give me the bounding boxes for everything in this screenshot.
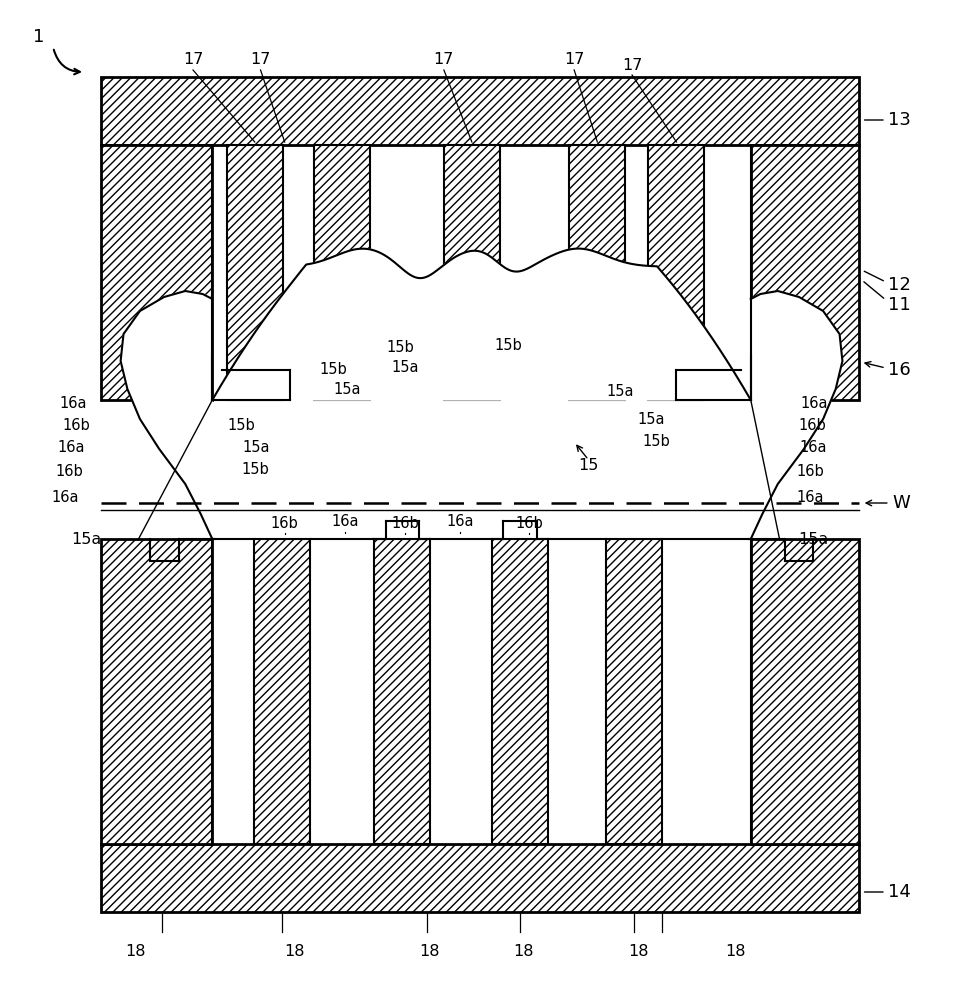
Text: 15b: 15b [319, 362, 346, 377]
Text: 15a: 15a [71, 532, 102, 548]
Text: 16a: 16a [447, 514, 474, 530]
Text: 17: 17 [433, 52, 455, 68]
Bar [314, 145, 370, 400]
Text: 15b: 15b [228, 418, 255, 432]
Text: 15a: 15a [798, 532, 829, 548]
Text: 15a: 15a [334, 382, 361, 397]
Bar [101, 77, 859, 145]
Text: 17: 17 [250, 52, 271, 68]
Text: 17: 17 [621, 57, 643, 73]
Text: 16b: 16b [392, 516, 419, 532]
Text: 16a: 16a [52, 489, 79, 504]
Text: 16a: 16a [800, 440, 827, 456]
Text: 15b: 15b [242, 462, 269, 478]
Text: 16b: 16b [63, 418, 90, 434]
Polygon shape [751, 291, 842, 539]
Bar [569, 145, 625, 400]
Bar [492, 539, 548, 844]
Text: 16a: 16a [60, 396, 87, 412]
Text: 11: 11 [888, 296, 911, 314]
Bar [374, 539, 430, 844]
Bar [444, 145, 500, 400]
Text: 18: 18 [513, 944, 535, 960]
Text: 15b: 15b [387, 340, 414, 356]
Bar [101, 539, 212, 844]
Text: 1: 1 [33, 28, 44, 46]
Bar [648, 145, 704, 400]
Text: 16b: 16b [515, 516, 542, 532]
Text: 18: 18 [284, 944, 305, 960]
Text: 16b: 16b [799, 418, 826, 434]
Text: 13: 13 [888, 111, 911, 129]
Text: 17: 17 [564, 52, 585, 68]
Text: 16: 16 [888, 361, 911, 379]
Text: 14: 14 [888, 883, 911, 901]
Text: 16a: 16a [801, 396, 828, 412]
Text: 16b: 16b [797, 464, 824, 480]
Text: 16a: 16a [797, 489, 824, 504]
Text: 15a: 15a [242, 440, 269, 456]
Text: 15a: 15a [392, 360, 419, 375]
Bar [606, 539, 662, 844]
Text: 16b: 16b [271, 516, 298, 532]
Bar [751, 145, 859, 400]
Text: 17: 17 [182, 52, 204, 68]
Polygon shape [121, 291, 212, 539]
Bar [101, 844, 859, 912]
Text: 18: 18 [419, 944, 440, 960]
Text: 15b: 15b [643, 434, 670, 450]
Text: W: W [893, 494, 910, 512]
Text: 15a: 15a [607, 384, 634, 399]
Bar [751, 539, 859, 844]
Text: 18: 18 [628, 944, 649, 960]
Bar [101, 145, 212, 400]
Text: 16a: 16a [332, 514, 359, 530]
Text: 18: 18 [124, 944, 146, 960]
Polygon shape [212, 249, 751, 400]
Bar [254, 539, 310, 844]
Text: 18: 18 [725, 944, 746, 960]
Bar [227, 145, 283, 400]
Text: 15: 15 [578, 458, 599, 473]
Text: 16a: 16a [58, 440, 85, 456]
Text: 15a: 15a [638, 412, 665, 428]
Text: 12: 12 [888, 276, 911, 294]
Text: 16b: 16b [56, 464, 83, 480]
Text: 15b: 15b [495, 338, 522, 353]
